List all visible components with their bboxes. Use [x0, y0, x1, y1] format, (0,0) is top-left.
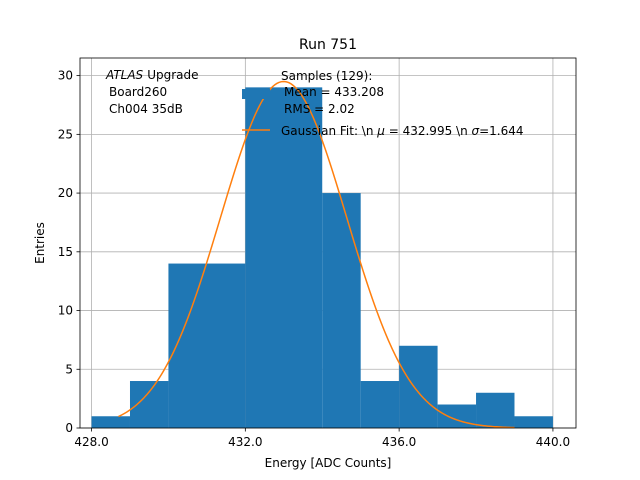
legend-fit-prefix: Gaussian Fit: \n: [281, 124, 377, 138]
histogram-bar-9: [514, 416, 553, 428]
y-tick-label-2: 10: [58, 304, 73, 318]
atlas-annotation-board: Board260: [109, 85, 167, 99]
legend-fit-mid: = 432.995 \n: [385, 124, 472, 138]
histogram-bar-5: [360, 381, 400, 428]
histogram-bar-6: [399, 345, 438, 428]
legend-histogram-line2: Mean = 433.208: [284, 85, 384, 99]
legend-fit-mu: μ: [376, 124, 385, 138]
y-tick-label-1: 5: [65, 362, 73, 376]
histogram-bar-7: [437, 404, 477, 428]
x-tick-label-1: 432.0: [228, 435, 262, 449]
axis-ticks: 428.0 432.0 436.0 440.0 0 5 10 15 20 25 30: [58, 69, 570, 449]
legend-histogram-swatch: [242, 89, 270, 99]
histogram-bar-4: [322, 193, 361, 428]
upgrade-word: Upgrade: [147, 68, 198, 82]
histogram-bar-3: [245, 87, 323, 428]
y-tick-label-6: 30: [58, 69, 73, 83]
histogram-bar-0: [91, 416, 130, 428]
y-tick-label-4: 20: [58, 186, 73, 200]
x-axis-label: Energy [ADC Counts]: [265, 456, 392, 470]
x-tick-label-2: 436.0: [382, 435, 416, 449]
gaussian-fit-curve: [118, 80, 515, 429]
y-tick-label-3: 15: [58, 245, 73, 259]
histogram-bar-8: [476, 392, 515, 428]
legend-fit-text: Gaussian Fit: \n μ = 432.995 \n σ=1.644: [281, 124, 524, 138]
x-tick-label-3: 440.0: [536, 435, 570, 449]
chart-title: Run 751: [299, 37, 357, 53]
atlas-annotation-line1: ATLAS Upgrade: [105, 68, 199, 82]
legend-histogram-line1: Samples (129):: [281, 69, 372, 83]
atlas-annotation-channel: Ch004 35dB: [109, 102, 183, 116]
atlas-word: ATLAS: [105, 68, 144, 82]
histogram-bars: [91, 87, 553, 428]
legend-histogram-line3: RMS = 2.02: [284, 102, 355, 116]
legend-fit-suffix: =1.644: [479, 124, 523, 138]
legend-fit-sigma: σ: [472, 124, 480, 138]
histogram-bar-2: [168, 263, 246, 428]
y-axis-label: Entries: [33, 222, 47, 264]
x-tick-label-0: 428.0: [74, 435, 108, 449]
gaussian-fit: [118, 80, 515, 429]
legend: Samples (129): Mean = 433.208 RMS = 2.02…: [242, 69, 524, 138]
plot-frame: [79, 57, 577, 429]
y-tick-label-5: 25: [58, 127, 73, 141]
histogram-bar-1: [129, 381, 169, 428]
y-tick-label-0: 0: [65, 421, 73, 435]
